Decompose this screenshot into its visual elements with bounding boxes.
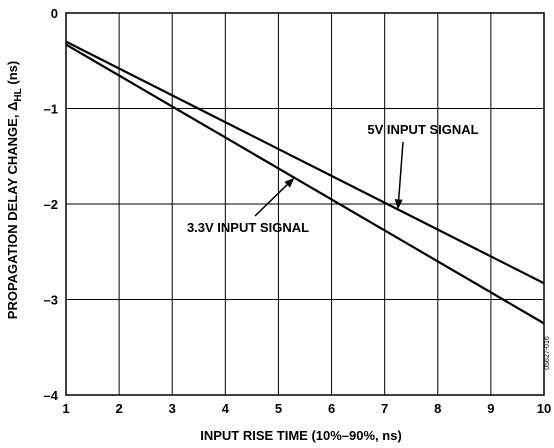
x-axis-title: INPUT RISE TIME (10%–90%, ns) <box>200 428 402 443</box>
y-tick-labels: 0 –1 –2 –3 –4 <box>44 6 59 403</box>
annotation-arrow-2 <box>254 184 288 217</box>
y-tick-label: 0 <box>51 6 58 21</box>
y-tick-label: –3 <box>44 293 58 308</box>
grid-lines <box>66 13 544 395</box>
plot-frame <box>65 12 545 396</box>
series-line-2 <box>65 43 545 325</box>
x-tick-label: 1 <box>62 401 69 416</box>
annotation-arrowhead-2 <box>284 177 295 188</box>
y-axis-title-unit: (ns) <box>5 61 20 88</box>
x-tick-label: 4 <box>222 401 230 416</box>
x-tick-label: 10 <box>537 401 551 416</box>
y-axis-title-subscript: HL <box>13 88 24 101</box>
x-tick-label: 5 <box>275 401 282 416</box>
x-tick-label: 9 <box>487 401 494 416</box>
series-line-1 <box>65 40 545 285</box>
x-tick-label: 2 <box>115 401 122 416</box>
series-layer <box>65 40 545 325</box>
figure-id: 05627-016 <box>544 336 551 370</box>
annotation-label-1: 5V INPUT SIGNAL <box>367 122 478 137</box>
y-tick-label: –4 <box>44 388 59 403</box>
annotations: 5V INPUT SIGNAL 3.3V INPUT SIGNAL <box>187 122 479 235</box>
x-tick-label: 7 <box>381 401 388 416</box>
annotation-arrowhead-1 <box>394 199 403 210</box>
x-tick-label: 8 <box>434 401 441 416</box>
x-tick-label: 3 <box>169 401 176 416</box>
y-axis-title: PROPAGATION DELAY CHANGE, ΔHL (ns) <box>5 61 24 319</box>
y-tick-label: –1 <box>44 102 58 117</box>
y-axis-title-main: PROPAGATION DELAY CHANGE, Δ <box>5 102 20 320</box>
x-tick-labels: 1 2 3 4 5 6 7 8 9 10 <box>62 401 551 416</box>
x-tick-label: 6 <box>328 401 335 416</box>
annotation-label-2: 3.3V INPUT SIGNAL <box>187 220 309 235</box>
annotation-arrow-1 <box>397 141 404 200</box>
y-tick-label: –2 <box>44 197 58 212</box>
